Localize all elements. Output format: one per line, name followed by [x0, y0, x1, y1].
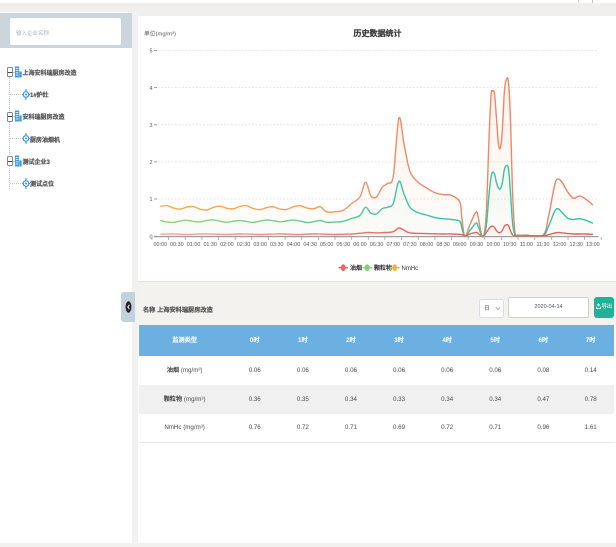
svg-text:03:00: 03:00: [253, 242, 267, 248]
svg-text:11:00: 11:00: [520, 242, 533, 248]
svg-text:05:00: 05:00: [320, 242, 334, 248]
svg-text:油烟: 油烟: [350, 264, 362, 272]
svg-text:08:30: 08:30: [436, 242, 450, 248]
svg-text:02:00: 02:00: [220, 242, 234, 248]
svg-text:06:00: 06:00: [353, 242, 367, 248]
svg-text:02:30: 02:30: [237, 242, 251, 248]
svg-text:12:00: 12:00: [553, 242, 567, 248]
svg-text:04:30: 04:30: [303, 242, 317, 248]
svg-text:2: 2: [150, 160, 153, 166]
svg-text:1: 1: [150, 197, 153, 203]
svg-text:4: 4: [150, 86, 153, 92]
svg-text:12:30: 12:30: [570, 242, 584, 248]
svg-text:09:00: 09:00: [453, 242, 467, 248]
svg-text:06:30: 06:30: [370, 242, 384, 248]
svg-text:07:00: 07:00: [387, 242, 401, 248]
svg-text:05:30: 05:30: [337, 242, 351, 248]
svg-text:NmHc: NmHc: [402, 266, 419, 272]
svg-text:04:00: 04:00: [287, 242, 301, 248]
svg-text:10:30: 10:30: [503, 242, 517, 248]
svg-text:08:00: 08:00: [420, 242, 434, 248]
svg-text:09:30: 09:30: [470, 242, 484, 248]
svg-text:13:00: 13:00: [586, 242, 600, 248]
svg-text:00:00: 00:00: [154, 242, 168, 248]
svg-text:01:30: 01:30: [203, 242, 217, 248]
svg-text:03:30: 03:30: [270, 242, 284, 248]
svg-text:11:30: 11:30: [536, 242, 549, 248]
svg-text:01:00: 01:00: [187, 242, 201, 248]
svg-text:00:30: 00:30: [170, 242, 184, 248]
svg-text:颗粒物: 颗粒物: [374, 264, 392, 272]
svg-text:历史数据统计: 历史数据统计: [354, 28, 402, 38]
svg-text:5: 5: [150, 49, 153, 55]
svg-text:单位(mg/m³): 单位(mg/m³): [144, 30, 176, 38]
svg-text:07:30: 07:30: [403, 242, 417, 248]
svg-text:0: 0: [150, 234, 153, 240]
svg-text:10:00: 10:00: [486, 242, 500, 248]
svg-text:3: 3: [150, 123, 153, 129]
